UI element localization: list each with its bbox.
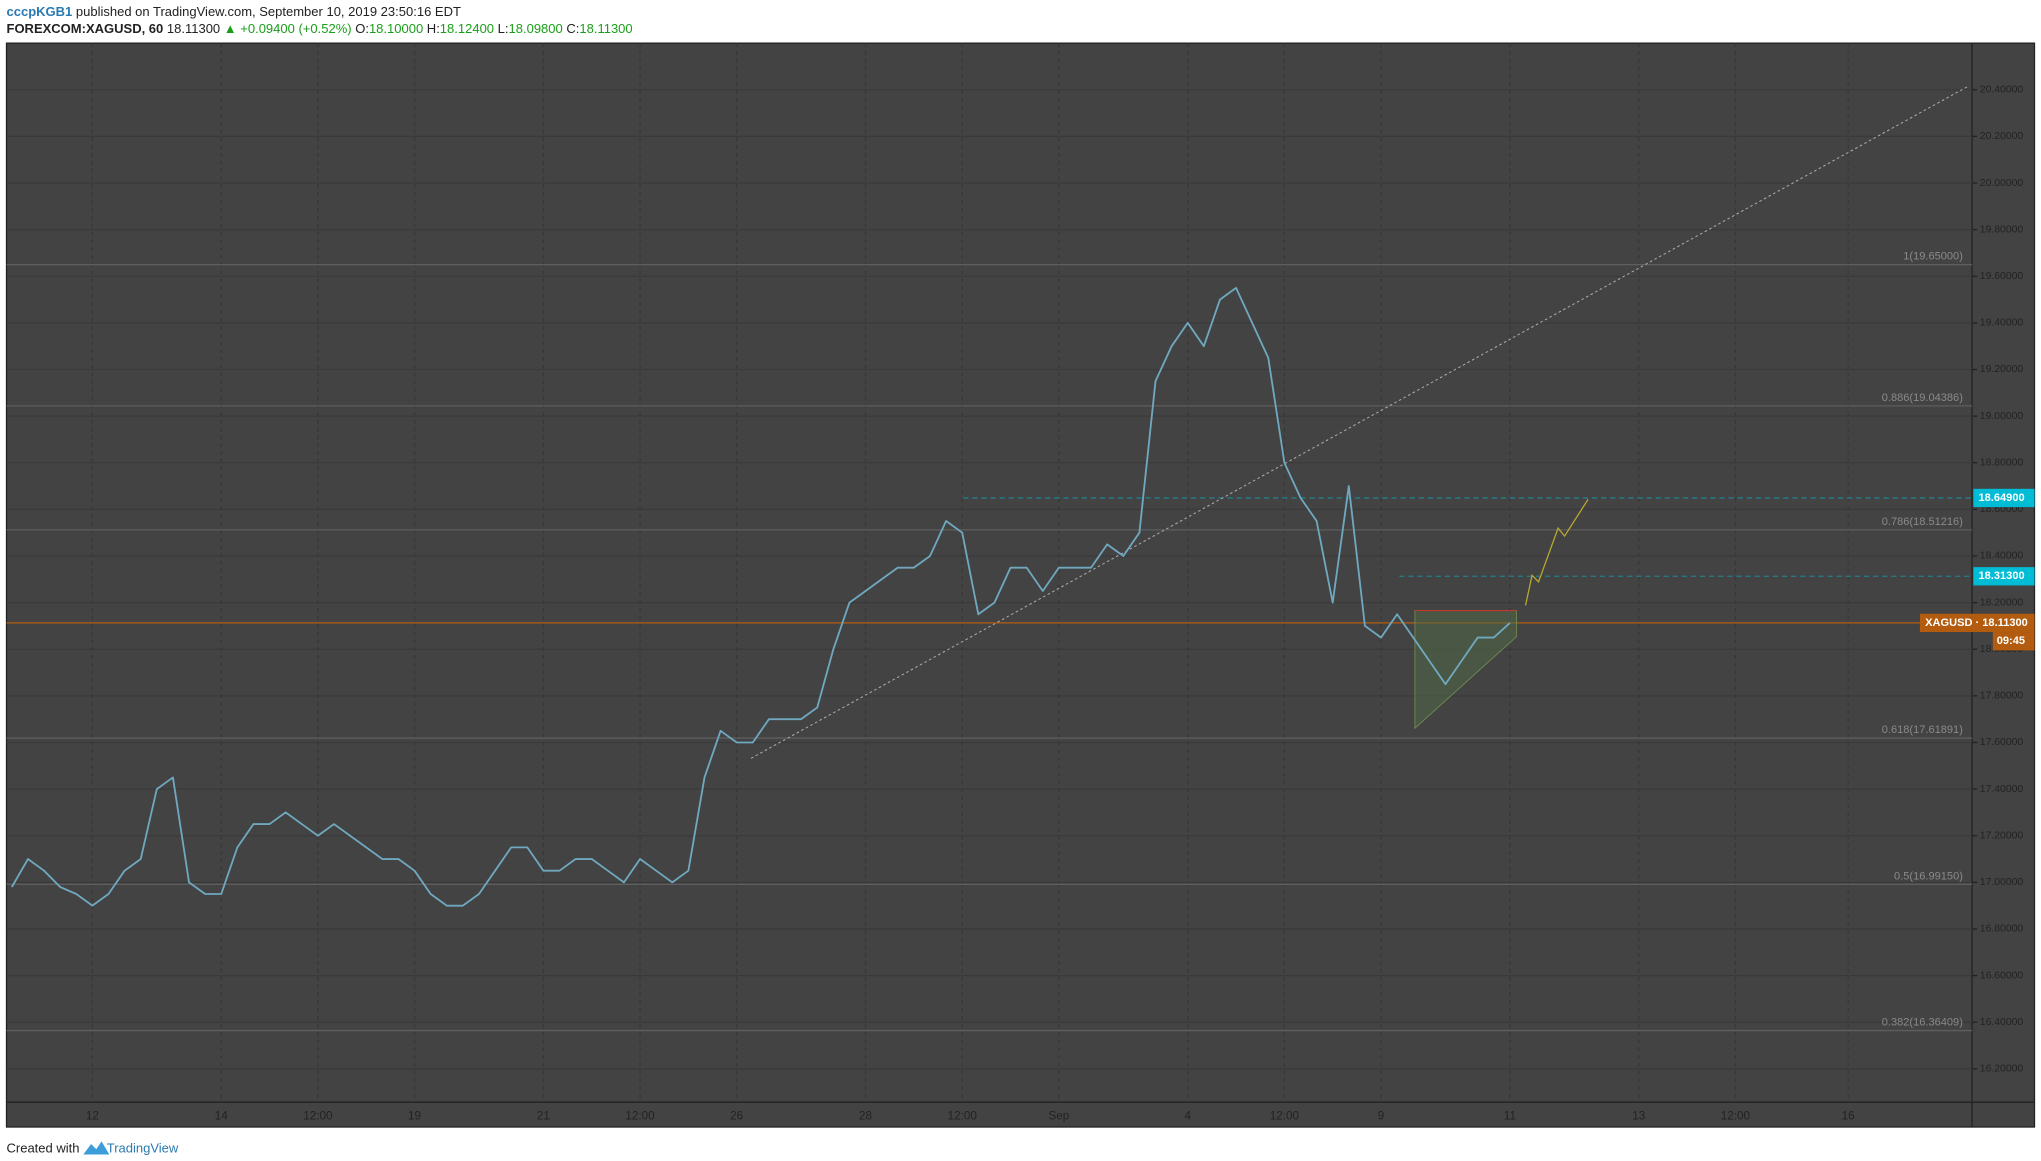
trend-line [750,85,1969,759]
y-tick-label: 18.20000 [1980,597,2024,608]
header-line-2: FOREXCOM:XAGUSD, 60 18.11300 ▲ +0.09400 … [7,21,633,36]
y-tick-label: 17.40000 [1980,784,2024,795]
footer-brand: TradingView [107,1141,179,1156]
open: 18.10000 [369,21,423,36]
last-price-value: 18.11300 [1982,617,2028,629]
y-tick-label: 19.40000 [1980,318,2024,329]
y-tick-label: 19.00000 [1980,411,2024,422]
y-tick-label: 16.40000 [1980,1017,2024,1028]
x-tick-label: 12:00 [303,1110,333,1123]
series [11,286,1511,907]
y-tick-label: 17.80000 [1980,691,2024,702]
last-price-label: XAGUSD · 18.11300 [1925,617,2028,629]
x-tick-label: 12:00 [1270,1110,1300,1123]
x-tick-label: 4 [1184,1110,1191,1123]
close: 18.11300 [579,21,632,36]
x-tick-label: 16 [1842,1110,1855,1123]
fib-label: 0.618(17.61891) [1882,724,1963,736]
symbol: FOREXCOM:XAGUSD, 60 [7,21,164,36]
fib-label: 0.886(19.04386) [1882,392,1963,404]
x-tick-label: 28 [859,1110,872,1123]
footer-created: Created with [7,1141,80,1156]
price-marker-box [1973,488,2035,508]
x-tick-label: 19 [408,1110,421,1123]
low: 18.09800 [509,21,563,36]
y-tick-label: 17.20000 [1980,830,2024,841]
x-tick-label: 9 [1378,1110,1385,1123]
x-tick-label: 11 [1504,1110,1516,1123]
header-line-1: cccpKGB1 published on TradingView.com, S… [7,4,461,19]
price-line [11,286,1511,907]
y-tick-label: 18.80000 [1980,457,2024,468]
y-tick-label: 18.60000 [1980,504,2024,515]
y-tick-label: 17.60000 [1980,737,2024,748]
grid [6,43,1973,1103]
high: 18.12400 [440,21,494,36]
countdown-box [1992,632,2035,651]
x-tick-label: 14 [215,1110,228,1123]
x-tick-label: Sep [1048,1110,1069,1123]
x-tick-label: 12:00 [625,1110,655,1123]
price-marker-label: 18.31300 [1979,570,2025,582]
h-label: H: [427,21,440,36]
x-tick-label: 26 [730,1110,743,1123]
x-tick-label: 12 [86,1110,99,1123]
o-label: O: [355,21,369,36]
price: 18.11300 [167,21,220,36]
fib-label: 1(19.65000) [1903,251,1963,263]
y-tick-label: 20.20000 [1980,131,2024,142]
y-tick-label: 16.20000 [1980,1064,2024,1075]
y-tick-label: 17.00000 [1980,877,2024,888]
y-tick-label: 20.00000 [1980,178,2024,189]
price-marker-box [1973,567,2035,586]
l-label: L: [498,21,509,36]
y-tick-label: 19.20000 [1980,364,2024,375]
author: cccpKGB1 [7,4,73,19]
x-tick-label: 13 [1632,1110,1645,1123]
x-tick-label: 21 [537,1110,550,1123]
fib-label: 0.786(18.51216) [1882,516,1963,528]
x-tick-label: 12:00 [948,1110,978,1123]
c-label: C: [566,21,579,36]
change: ▲ +0.09400 (+0.52%) [224,21,352,36]
fib-label: 0.382(16.36409) [1882,1017,1963,1029]
last-price-symbol: XAGUSD [1925,617,1972,629]
y-tick-label: 16.80000 [1980,924,2024,935]
y-tick-label: 18.40000 [1980,551,2024,562]
levels: 1(19.65000) 0.886(19.04386) 0.786(18.51216… [6,251,1973,1032]
y-tick-label: 19.60000 [1980,271,2024,282]
countdown: 09:45 [1997,635,2025,647]
x-tick-label: 12:00 [1721,1110,1751,1123]
published: published on TradingView.com, September … [76,4,461,19]
separator: · [1972,617,1982,629]
y-tick-label: 16.60000 [1980,970,2024,981]
y-tick-label: 20.40000 [1980,85,2024,96]
last-price-box [1919,613,2035,633]
axes: 16.20000 16.40000 16.60000 16.80000 17.00000… [86,85,2035,1123]
projection-arrow [1524,499,1589,606]
tradingview-logo [83,1141,110,1155]
fib-label: 0.5(16.99150) [1894,870,1963,882]
price-marker-label: 18.64900 [1979,492,2025,504]
chart-background [5,42,2036,1128]
y-tick-label: 19.80000 [1980,224,2024,235]
